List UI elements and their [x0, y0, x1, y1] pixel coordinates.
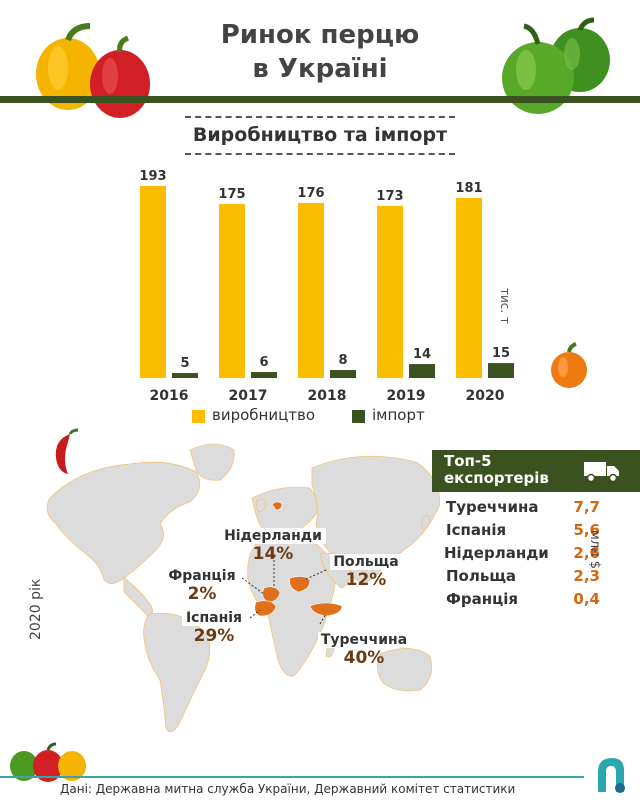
x-tick-label-2019: 2019	[387, 388, 426, 400]
bar-production-2018	[298, 202, 324, 378]
exporters-unit: млн $	[587, 530, 602, 570]
map-poland	[289, 576, 311, 593]
page-title: Ринок перцю в Україні	[160, 18, 480, 86]
chart-title: Виробництво та імпорт	[192, 124, 448, 146]
data-label-import-2020: 15	[492, 346, 510, 361]
truck-icon	[584, 462, 619, 483]
yellow-red-peppers-icon	[36, 23, 150, 118]
central-america-shape	[123, 577, 153, 617]
data-label-import-2019: 14	[413, 347, 431, 362]
map-france	[262, 586, 281, 603]
map-year-label: 2020 рік	[28, 578, 44, 640]
map-label-poland: Польща 12%	[330, 554, 402, 590]
x-tick-label-2016: 2016	[150, 388, 189, 400]
exporter-value: 0,4	[573, 590, 600, 608]
bar-import-2016	[172, 373, 198, 378]
subtitle-dash-bottom	[185, 153, 455, 155]
data-label-import-2018: 8	[338, 353, 347, 368]
bar-import-2018	[330, 370, 356, 378]
data-label-production-2017: 175	[218, 187, 245, 202]
legend-label-import: імпорт	[372, 406, 425, 424]
bar-production-2020	[456, 197, 482, 378]
header-divider	[0, 96, 640, 103]
exporter-name: Нідерланди	[444, 544, 549, 562]
map-label-spain: Іспанія 29%	[182, 610, 246, 646]
australia-shape	[377, 648, 433, 692]
map-label-france: Франція 2%	[164, 568, 240, 604]
exporters-header: Топ-5 експортерів	[432, 450, 640, 492]
exporter-name: Туреччина	[446, 498, 539, 516]
south-america-shape	[143, 612, 211, 733]
exporter-name: Іспанія	[446, 521, 507, 539]
data-label-production-2018: 176	[297, 186, 324, 201]
map-label-netherlands: Нідерланди 14%	[220, 528, 326, 564]
exporter-name: Франція	[446, 590, 518, 608]
exporters-title: Топ-5 експортерів	[444, 452, 549, 487]
legend-swatch-import	[352, 410, 365, 423]
x-tick-label-2017: 2017	[229, 388, 268, 400]
data-label-import-2016: 5	[180, 356, 189, 371]
y-axis-unit: тис. т	[498, 288, 512, 325]
footer-divider	[0, 776, 584, 778]
orange-pepper-icon	[551, 342, 587, 388]
uk-shape	[255, 498, 267, 513]
bar-import-2020	[488, 363, 514, 378]
data-label-production-2020: 181	[455, 181, 482, 196]
north-america-shape	[46, 461, 201, 584]
map-turkey	[309, 602, 343, 617]
bar-production-2017	[219, 203, 245, 378]
logo-icon	[598, 758, 625, 793]
exporter-value: 2,3	[573, 567, 600, 585]
exporter-value: 5,6	[573, 521, 600, 539]
data-label-import-2017: 6	[259, 355, 268, 370]
data-label-production-2019: 173	[376, 189, 403, 204]
title-line-1: Ринок перцю	[220, 20, 420, 50]
bar-chart: 193 5 2016 175 6 2017 176 8 2018 173 14 2019 181 15 20…	[139, 169, 514, 400]
chili-pepper-icon	[55, 428, 79, 474]
title-line-2: в Україні	[252, 54, 388, 84]
bar-production-2019	[377, 205, 403, 378]
x-tick-label-2018: 2018	[308, 388, 347, 400]
world-map	[46, 443, 440, 733]
subtitle-dash-top	[185, 116, 455, 118]
africa-shape	[247, 538, 337, 677]
exporter-value: 2,6	[573, 544, 600, 562]
source-text: Дані: Державна митна служба України, Дер…	[60, 782, 516, 796]
bar-production-2016	[140, 186, 166, 378]
map-label-turkey: Туреччина 40%	[318, 632, 410, 668]
bar-import-2017	[251, 372, 277, 378]
map-spain	[254, 600, 277, 617]
x-tick-label-2020: 2020	[466, 388, 505, 400]
map-netherlands	[271, 501, 283, 511]
bottom-peppers-icon	[10, 742, 86, 782]
exporter-value: 7,7	[573, 498, 600, 516]
japan-shape	[421, 515, 431, 530]
legend-swatch-production	[192, 410, 205, 423]
greenland-shape	[189, 443, 235, 481]
legend-label-production: виробництво	[212, 406, 316, 424]
exporter-name: Польща	[446, 567, 517, 585]
bar-import-2019	[409, 364, 435, 378]
data-label-production-2016: 193	[139, 169, 166, 184]
